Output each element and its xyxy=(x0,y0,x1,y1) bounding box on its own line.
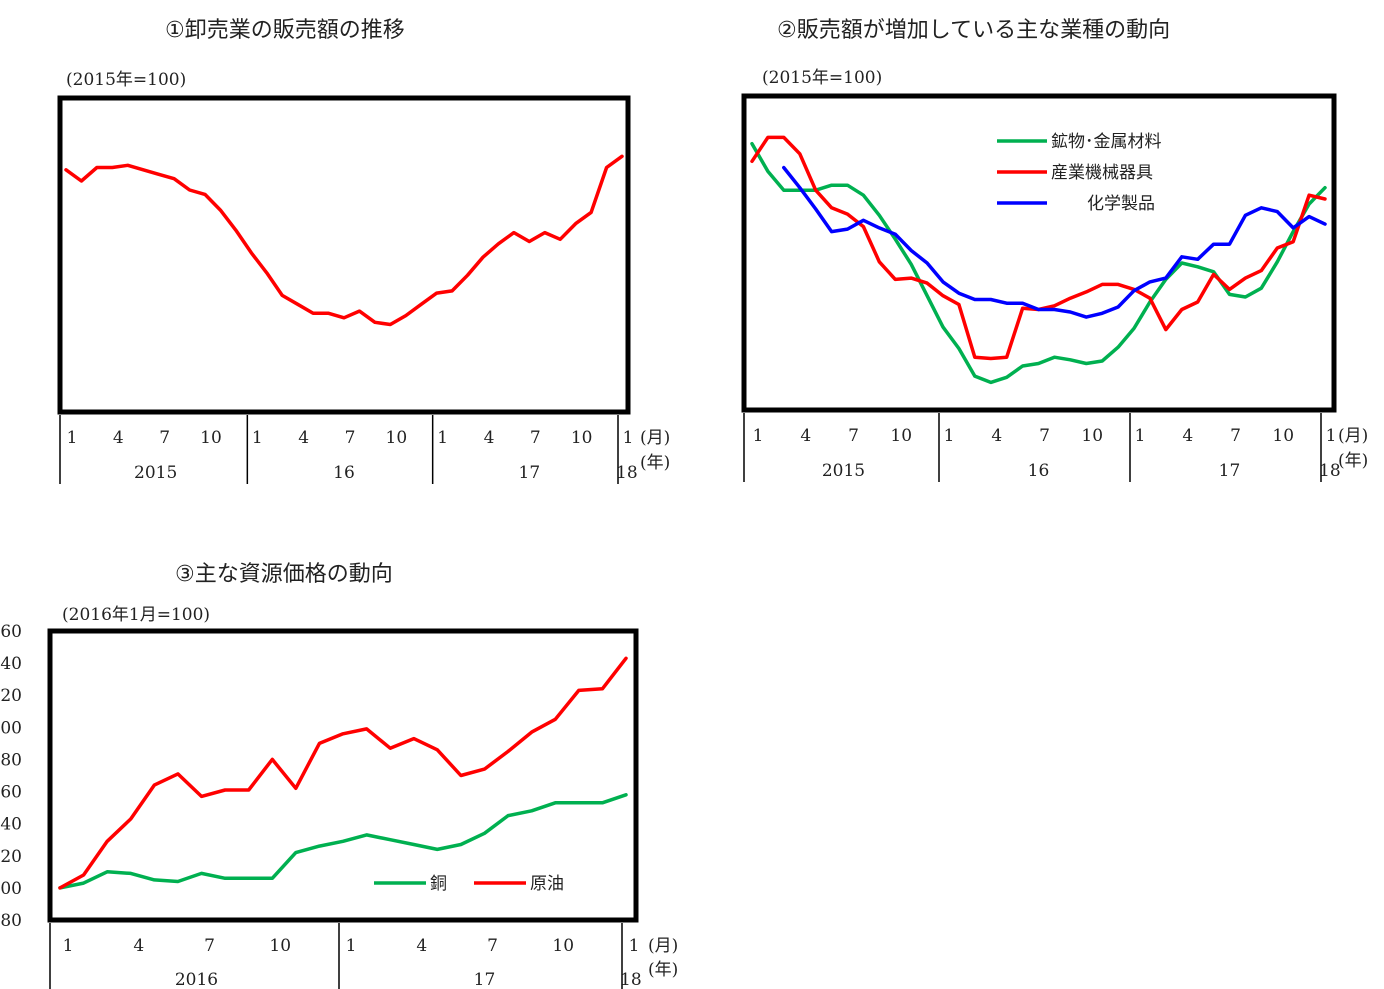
chart2-month-unit: (月) xyxy=(1338,426,1368,446)
chart3-ytick-label: 80 xyxy=(0,750,22,770)
chart1-month-tick-label: 1 xyxy=(252,428,263,448)
chart1-year-unit: (年) xyxy=(640,453,670,473)
chart1-month-tick-label: 1 xyxy=(437,428,448,448)
chart3-month-tick-label: 4 xyxy=(416,936,427,956)
chart3-series-line-2 xyxy=(58,656,628,890)
chart3-month-tick-label: 10 xyxy=(269,936,291,956)
chart1-month-tick-label: 10 xyxy=(200,428,222,448)
chart3-year-label: 17 xyxy=(474,970,496,989)
chart3-year-unit: (年) xyxy=(648,960,678,980)
chart1-month-tick-label: 1 xyxy=(623,428,634,448)
chart2-month-tick-label: 1 xyxy=(1135,426,1146,446)
chart2-month-tick-label: 1 xyxy=(944,426,955,446)
chart1-year-label: 18 xyxy=(616,463,638,483)
chart1-month-tick-label: 1 xyxy=(67,428,78,448)
chart2-month-tick-label: 4 xyxy=(991,426,1002,446)
chart2-year-label: 17 xyxy=(1219,461,1241,481)
chart3-ytick-label: 00 xyxy=(0,879,22,899)
chart1-month-tick-label: 7 xyxy=(345,428,356,448)
chart2-month-tick-label: 1 xyxy=(1326,426,1337,446)
chart3-ytick-label: 40 xyxy=(0,815,22,835)
chart1-month-tick-label: 4 xyxy=(298,428,309,448)
chart1-title: ①卸売業の販売額の推移 xyxy=(165,18,405,43)
chart1-month-unit: (月) xyxy=(640,428,670,448)
chart3-plot-frame xyxy=(47,628,639,923)
chart1-month-tick-label: 7 xyxy=(159,428,170,448)
chart3-ytick-label: 80 xyxy=(0,911,22,931)
chart2-series-line-1 xyxy=(750,141,1327,385)
chart2-legend-label: 鉱物･金属材料 xyxy=(1051,132,1162,152)
chart3-month-tick-label: 1 xyxy=(346,936,357,956)
chart3-ytick-label: 20 xyxy=(0,686,22,706)
chart2-year-unit: (年) xyxy=(1338,451,1368,471)
chart1-series-line-1 xyxy=(64,154,624,327)
chart2-year-label: 18 xyxy=(1319,461,1341,481)
chart3-month-tick-label: 10 xyxy=(552,936,574,956)
chart2-title: ②販売額が増加している主な業種の動向 xyxy=(777,18,1171,43)
chart2-subtitle: (2015年=100) xyxy=(762,68,882,88)
chart2-month-tick-label: 7 xyxy=(1039,426,1050,446)
chart2-year-label: 2015 xyxy=(822,461,865,481)
chart3-month-tick-label: 7 xyxy=(487,936,498,956)
chart3-ytick-label: 40 xyxy=(0,654,22,674)
chart3-month-unit: (月) xyxy=(648,936,678,956)
chart1-year-label: 17 xyxy=(519,463,541,483)
chart3-year-label: 2016 xyxy=(175,970,218,989)
chart2-year-label: 16 xyxy=(1028,461,1050,481)
chart2-month-tick-label: 7 xyxy=(1230,426,1241,446)
chart3-ytick-label: 00 xyxy=(0,718,22,738)
chart2-legend-label: 産業機械器具 xyxy=(1051,163,1153,183)
chart1-subtitle: (2015年=100) xyxy=(66,70,186,90)
chart1-month-tick-label: 4 xyxy=(113,428,124,448)
chart3-ytick-label: 60 xyxy=(0,783,22,803)
chart2-series-line-3 xyxy=(782,165,1327,319)
chart2-month-tick-label: 1 xyxy=(753,426,764,446)
chart3-year-label: 18 xyxy=(620,970,642,989)
chart2-month-tick-label: 4 xyxy=(1182,426,1193,446)
chart2-legend-label: 化学製品 xyxy=(1087,194,1155,214)
chart3-legend-label: 原油 xyxy=(530,874,564,894)
chart3-subtitle: (2016年1月=100) xyxy=(62,605,210,625)
chart3-ytick-label: 20 xyxy=(0,847,22,867)
chart1-month-tick-label: 4 xyxy=(484,428,495,448)
chart3-series-line-1 xyxy=(58,793,628,890)
chart3-month-tick-label: 1 xyxy=(63,936,74,956)
chart2-month-tick-label: 10 xyxy=(890,426,912,446)
chart3-month-tick-label: 1 xyxy=(629,936,640,956)
chart1-year-label: 16 xyxy=(333,463,355,483)
chart3-title: ③主な資源価格の動向 xyxy=(175,562,393,587)
chart2-plot-frame xyxy=(741,93,1337,413)
chart2-month-tick-label: 4 xyxy=(800,426,811,446)
chart3-month-tick-label: 4 xyxy=(133,936,144,956)
chart2-month-tick-label: 10 xyxy=(1081,426,1103,446)
chart1-month-tick-label: 7 xyxy=(530,428,541,448)
chart2-month-tick-label: 7 xyxy=(848,426,859,446)
chart2-month-tick-label: 10 xyxy=(1272,426,1294,446)
chart3-month-tick-label: 7 xyxy=(204,936,215,956)
chart1-year-label: 2015 xyxy=(134,463,177,483)
chart3-ytick-label: 60 xyxy=(0,622,22,642)
chart1-month-tick-label: 10 xyxy=(571,428,593,448)
chart1-month-tick-label: 10 xyxy=(386,428,408,448)
chart1-plot-frame xyxy=(57,95,631,415)
chart3-legend-label: 銅 xyxy=(430,874,447,894)
